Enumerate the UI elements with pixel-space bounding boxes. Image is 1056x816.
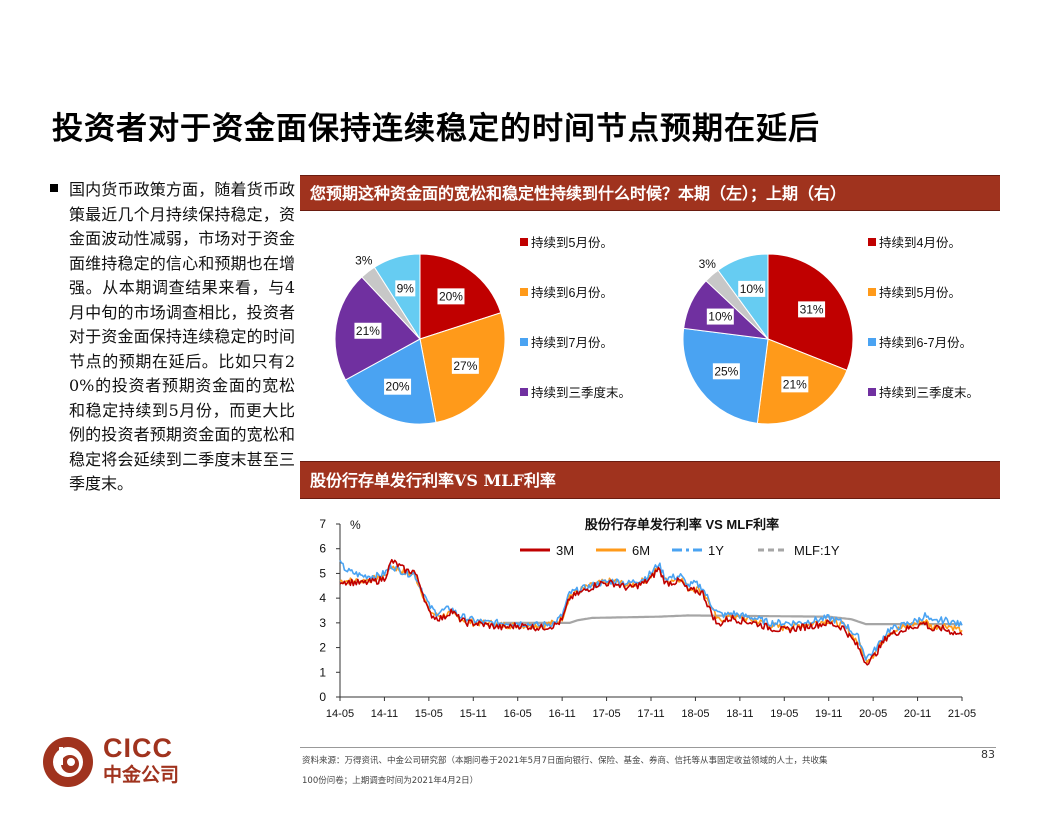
legend-label: 持续到4月份。: [879, 235, 961, 250]
data-label-bg: [437, 288, 465, 305]
series-line-6m: [339, 565, 963, 664]
series-line-1y: [339, 559, 963, 661]
x-tick-label: 15-11: [460, 708, 487, 720]
legend-label: 3M: [556, 543, 574, 558]
legend-swatch: [868, 288, 876, 296]
x-tick-label: 17-11: [637, 708, 664, 720]
legend-label: 持续到6-7月份。: [879, 335, 972, 350]
chart-title: 股份行存单发行利率 VS MLF利率: [585, 517, 779, 532]
footer-divider: [300, 747, 996, 748]
data-label-bg: [712, 363, 740, 380]
legend-swatch: [868, 388, 876, 396]
rate-line-chart: 0 1 2 3 4 5 6 7 % 14-05 14-11 15-05 15-11 16-05 16-11 1…: [319, 517, 976, 720]
logo-wordmark: CICC: [103, 733, 173, 763]
data-label-bg: [354, 322, 382, 339]
source-line-1: 资料来源：万得资讯、中金公司研究部（本期问卷于2021年5月7日面向银行、保险、…: [302, 756, 828, 766]
pie-legend: 持续到4月份。持续到5月份。持续到6-7月份。持续到三季度末。: [868, 235, 979, 400]
legend-label: 6M: [632, 543, 650, 558]
data-label-bg: [697, 256, 718, 273]
legend-swatch: [520, 288, 528, 296]
data-label: 3%: [355, 253, 373, 267]
page-title: 投资者对于资金面保持连续稳定的时间节点预期在延后: [52, 111, 820, 147]
data-label: 21%: [783, 377, 807, 391]
legend-label: MLF:1Y: [794, 543, 840, 558]
legend-swatch: [868, 238, 876, 246]
survey-banner: 您预期这种资金面的宽松和稳定性持续到什么时候？本期（左）；上期（右）: [300, 175, 1000, 211]
x-tick-label: 20-11: [904, 708, 931, 720]
commentary-block: 国内货币政策方面，随着货币政策最近几个月持续保持稳定，资金面波动性减弱，市场对于…: [50, 178, 295, 497]
data-label: 27%: [453, 359, 477, 373]
pie-0: 20% 27% 20% 21% 3% 9%: [334, 252, 506, 425]
x-tick-label: 18-05: [681, 708, 709, 720]
x-tick-label: 16-05: [504, 708, 532, 720]
pie-legend: 持续到5月份。持续到6月份。持续到7月份。持续到三季度末。: [520, 235, 631, 400]
data-label: 10%: [740, 282, 764, 296]
y-tick-label: 1: [319, 665, 326, 679]
bullet-icon: [50, 184, 58, 192]
data-label-bg: [384, 378, 412, 395]
page-number: 83: [981, 748, 995, 761]
data-label: 9%: [397, 281, 415, 295]
legend-label: 持续到三季度末。: [879, 385, 979, 400]
data-label-bg: [706, 308, 734, 325]
x-tick-label: 21-05: [948, 708, 976, 720]
y-tick-label: 6: [319, 542, 326, 556]
data-label: 3%: [699, 257, 717, 271]
x-tick-label: 19-11: [815, 708, 842, 720]
line-legend: 3M 6M 1Y MLF:1Y: [520, 543, 840, 558]
legend-label: 1Y: [708, 543, 724, 558]
x-tick-label: 20-05: [859, 708, 887, 720]
y-tick-label: 5: [319, 566, 326, 580]
legend-label: 持续到5月份。: [879, 285, 961, 300]
axes: 0 1 2 3 4 5 6 7 % 14-05 14-11 15-05 15-11 16-05 16-11 1…: [319, 517, 976, 720]
data-label: 25%: [714, 364, 738, 378]
legend-label: 持续到三季度末。: [531, 385, 631, 400]
data-label-bg: [781, 376, 809, 393]
y-tick-label: 0: [319, 690, 326, 704]
legend-swatch: [520, 388, 528, 396]
data-label: 21%: [356, 324, 380, 338]
legend-label: 持续到5月份。: [531, 235, 613, 250]
legend-label: 持续到6月份。: [531, 285, 613, 300]
y-tick-label: 2: [319, 641, 326, 655]
data-label-bg: [738, 280, 766, 297]
x-tick-label: 14-05: [326, 708, 354, 720]
x-tick-label: 16-11: [548, 708, 575, 720]
data-label-bg: [395, 280, 416, 297]
data-label: 10%: [708, 310, 732, 324]
pie-charts: 20%27%20%21%3%9%持续到5月份。持续到6月份。持续到7月份。持续到…: [334, 235, 979, 425]
legend-label: 持续到7月份。: [531, 335, 613, 350]
source-line-2: 100份问卷；上期调查时间为2021年4月2日）: [302, 776, 479, 786]
rate-banner: 股份行存单发行利率VS MLF利率: [300, 461, 1000, 499]
x-tick-label: 18-11: [726, 708, 753, 720]
x-tick-label: 19-05: [770, 708, 798, 720]
data-label-bg: [451, 357, 479, 374]
y-tick-label: 7: [319, 517, 326, 531]
series-lines: [339, 558, 963, 666]
legend-swatch: [868, 338, 876, 346]
commentary-text: 国内货币政策方面，随着货币政策最近几个月持续保持稳定，资金面波动性减弱，市场对于…: [69, 180, 295, 493]
data-label: 31%: [800, 302, 824, 316]
logo-chinese-name: 中金公司: [103, 764, 180, 786]
x-tick-label: 17-05: [593, 708, 621, 720]
y-tick-label: 4: [319, 591, 326, 605]
x-tick-label: 14-11: [371, 708, 398, 720]
data-label-bg: [798, 301, 826, 318]
y-axis-unit: %: [350, 518, 361, 532]
pie-slice: [373, 253, 421, 341]
series-line-3m: [339, 558, 963, 666]
data-label: 20%: [439, 289, 463, 303]
source-note: 资料来源：万得资讯、中金公司研究部（本期问卷于2021年5月7日面向银行、保险、…: [302, 751, 974, 791]
data-label-bg: [353, 252, 374, 269]
legend-swatch: [520, 238, 528, 246]
pie-1: 31% 21% 25% 10% 3% 10%: [682, 253, 854, 425]
data-label: 20%: [386, 380, 410, 394]
y-tick-label: 3: [319, 616, 326, 630]
cicc-logo-icon: [43, 737, 93, 787]
legend-swatch: [520, 338, 528, 346]
x-tick-label: 15-05: [415, 708, 443, 720]
